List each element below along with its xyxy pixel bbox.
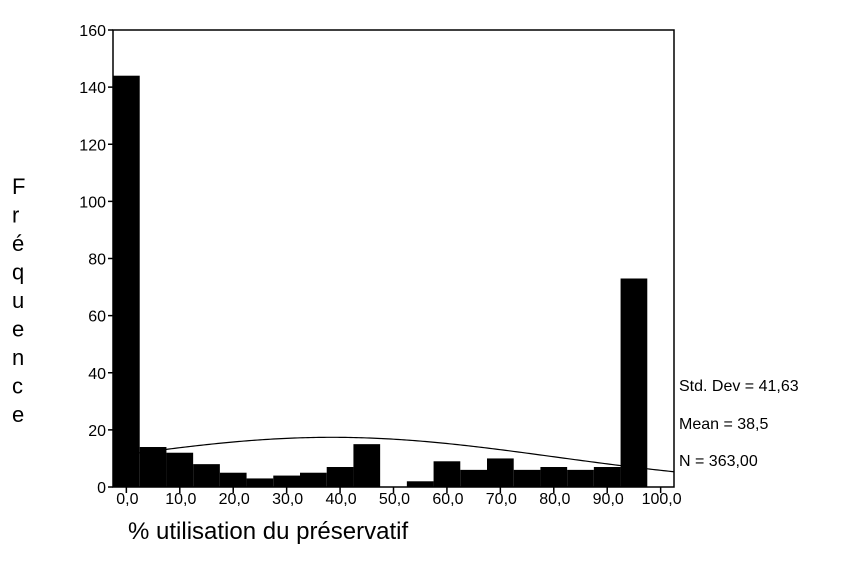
- bar-bin-11: [406, 481, 434, 487]
- bar-bin-2: [166, 452, 194, 487]
- bar-bin-16: [540, 467, 568, 487]
- bar-bin-13: [460, 469, 487, 487]
- histogram-bars: [113, 75, 648, 487]
- y-axis: 0 20 40 60 80 100 120 140 160: [79, 23, 113, 497]
- plot-frame: [112, 29, 675, 488]
- x-tick-label: 70,0: [486, 491, 517, 508]
- y-axis-label-letter: c: [12, 374, 23, 399]
- stat-n: N = 363,00: [679, 453, 758, 470]
- y-tick-label: 120: [79, 137, 106, 154]
- x-tick-label: 20,0: [219, 491, 250, 508]
- stat-std-dev: Std. Dev = 41,63: [679, 378, 799, 395]
- y-tick-label: 0: [97, 480, 106, 497]
- bar-bin-19: [620, 278, 648, 487]
- bar-bin-18: [593, 467, 621, 487]
- y-axis-label-letter: u: [12, 288, 24, 313]
- y-tick-label: 140: [79, 80, 106, 97]
- y-axis-label-letter: e: [12, 402, 24, 427]
- normal-curve: [112, 436, 675, 473]
- bar-bin-9: [353, 444, 381, 487]
- x-tick-label: 50,0: [379, 491, 410, 508]
- x-tick-label: 90,0: [593, 491, 624, 508]
- bar-bin-3: [193, 464, 220, 487]
- x-tick-label: 100,0: [642, 491, 682, 508]
- x-tick-label: 60,0: [432, 491, 463, 508]
- bar-bin-0: [113, 75, 140, 487]
- x-tick-label: 80,0: [539, 491, 570, 508]
- bar-bin-12: [433, 461, 461, 487]
- bar-bin-5: [246, 478, 274, 487]
- stat-mean: Mean = 38,5: [679, 416, 769, 433]
- y-tick-label: 80: [88, 252, 106, 269]
- bar-bin-7: [300, 472, 327, 487]
- y-axis-label-letter: q: [12, 260, 24, 285]
- y-tick-label: 100: [79, 194, 106, 211]
- y-axis-label-letter: r: [12, 203, 19, 228]
- y-tick-label: 160: [79, 23, 106, 40]
- y-axis-label-letter: F: [12, 174, 25, 199]
- x-axis: 0,0 10,0 20,0 30,0 40,0 50,0 60,0 70,0 80,0 90,0 1…: [116, 487, 682, 508]
- bar-bin-6: [273, 475, 300, 487]
- y-axis-label-letter: n: [12, 345, 24, 370]
- bar-bin-4: [219, 472, 247, 487]
- x-axis-label: % utilisation du préservatif: [128, 518, 409, 545]
- x-tick-label: 40,0: [326, 491, 357, 508]
- x-tick-label: 10,0: [165, 491, 196, 508]
- bar-bin-15: [513, 469, 541, 487]
- x-tick-label: 30,0: [272, 491, 303, 508]
- y-tick-label: 20: [88, 423, 106, 440]
- bar-bin-17: [567, 469, 594, 487]
- y-axis-label-letter: e: [12, 317, 24, 342]
- bar-bin-8: [326, 467, 354, 487]
- y-axis-label-letter: é: [12, 231, 24, 256]
- y-tick-label: 60: [88, 309, 106, 326]
- x-tick-label: 0,0: [116, 491, 138, 508]
- bar-bin-1: [139, 447, 167, 487]
- bar-bin-14: [487, 458, 514, 487]
- y-tick-label: 40: [88, 366, 106, 383]
